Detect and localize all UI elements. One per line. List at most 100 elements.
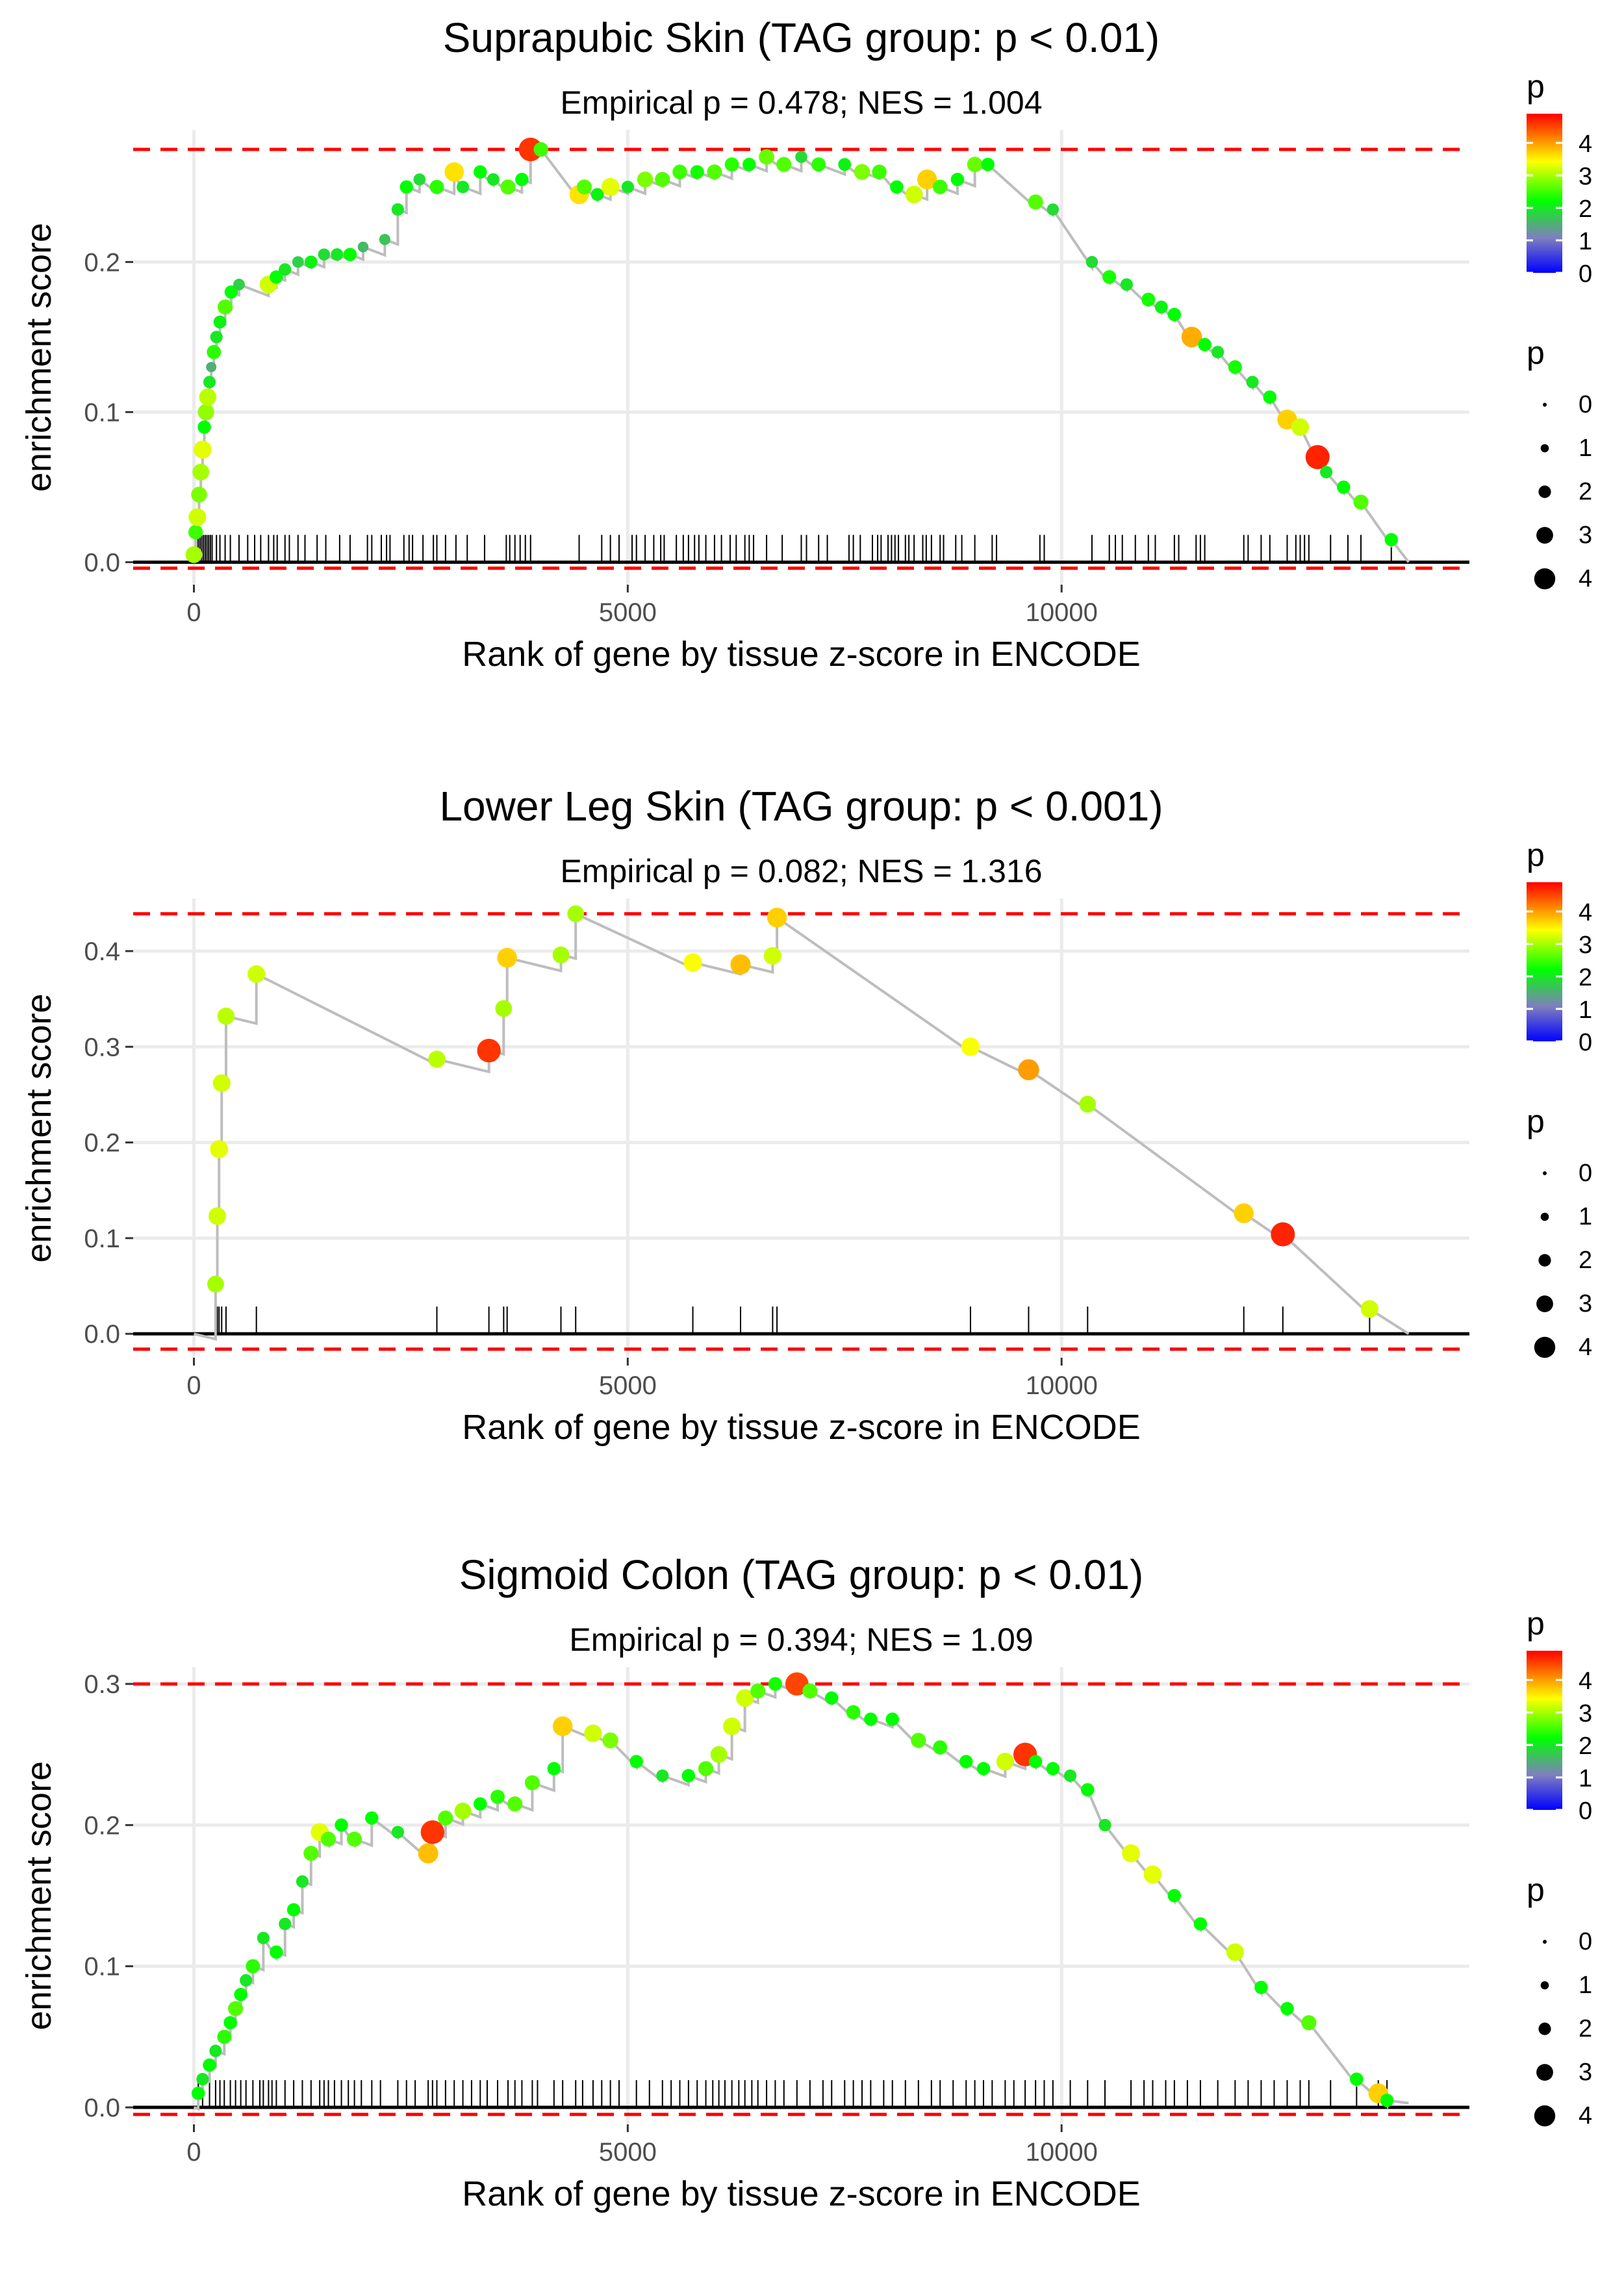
x-axis-label: Rank of gene by tissue z-score in ENCODE (462, 635, 1140, 674)
data-point (343, 248, 357, 262)
data-point (518, 137, 542, 162)
chart-subtitle: Empirical p = 0.394; NES = 1.09 (569, 1622, 1033, 1658)
y-tick-label: 0.2 (84, 1129, 120, 1158)
data-point (724, 157, 739, 172)
data-point (838, 158, 852, 172)
data-point (197, 420, 211, 434)
data-point (933, 1740, 948, 1755)
data-point (524, 1775, 540, 1790)
data-point (515, 172, 529, 186)
gridlines (133, 1667, 1469, 2124)
data-point (428, 1050, 446, 1068)
data-point (1271, 1222, 1295, 1247)
data-point (1320, 466, 1333, 479)
colorbar-label: 4 (1579, 1668, 1592, 1695)
data-point (192, 463, 210, 481)
data-point (905, 185, 923, 203)
chart-panel-3: Sigmoid Colon (TAG group: p < 0.01) Empir… (19, 1551, 1592, 2213)
data-point (552, 1716, 573, 1736)
data-point (742, 157, 756, 172)
data-point (474, 1797, 487, 1811)
data-point (1226, 1943, 1244, 1961)
data-point (750, 1683, 766, 1699)
y-tick-label: 0.1 (84, 398, 120, 427)
data-point (707, 164, 722, 180)
colorbar-label: 0 (1579, 1798, 1592, 1825)
data-point (723, 1717, 741, 1735)
y-axis-label: enrichment score (19, 993, 58, 1262)
data-point (185, 546, 203, 563)
colorbar-label: 1 (1579, 997, 1592, 1024)
points (207, 905, 1378, 1318)
data-point (507, 1796, 523, 1812)
data-point (950, 172, 965, 186)
x-tick-label: 5000 (599, 598, 657, 627)
data-point (637, 171, 653, 188)
data-point (885, 1712, 900, 1726)
x-axis-label: Rank of gene by tissue z-score in ENCODE (462, 2174, 1140, 2213)
colorbar (1527, 882, 1562, 1041)
data-point (270, 270, 283, 284)
data-point (981, 157, 995, 172)
data-point (233, 279, 245, 290)
colorbar-label: 0 (1579, 1029, 1592, 1056)
y-tick-label: 0.3 (84, 1670, 120, 1699)
colorbar-label: 3 (1579, 1700, 1592, 1727)
size-legend-label: 0 (1579, 391, 1592, 418)
data-point (444, 162, 464, 182)
data-point (768, 1677, 783, 1691)
data-point (967, 157, 983, 173)
data-point (629, 1755, 643, 1768)
data-point (1081, 1783, 1095, 1797)
x-tick-label: 5000 (599, 2138, 657, 2167)
x-tick-label: 5000 (599, 1371, 657, 1400)
data-point (270, 1945, 283, 1959)
data-point (292, 256, 304, 268)
data-point (193, 440, 212, 459)
data-point (602, 1732, 618, 1749)
data-point (824, 1691, 839, 1705)
data-point (303, 1846, 319, 1861)
data-point (1234, 1203, 1254, 1223)
data-point (418, 1843, 438, 1864)
y-tick-label: 0.3 (84, 1033, 120, 1062)
size-legend-dot (1538, 2022, 1551, 2035)
points (185, 137, 1399, 563)
chart-title: Sigmoid Colon (TAG group: p < 0.01) (459, 1551, 1144, 1598)
data-point (357, 241, 369, 253)
chart-subtitle: Empirical p = 0.082; NES = 1.316 (560, 853, 1042, 889)
data-point (996, 1753, 1014, 1771)
data-point (296, 1875, 309, 1888)
data-point (1028, 1755, 1043, 1768)
x-tick-label: 0 (186, 598, 201, 627)
data-point (802, 1683, 818, 1699)
data-point (420, 1820, 445, 1844)
data-point (1098, 1818, 1111, 1831)
chart-panel-2: Lower Leg Skin (TAG group: p < 0.001) Emp… (19, 783, 1592, 1447)
size-legend-dot (1540, 1212, 1549, 1221)
data-point (1350, 2072, 1364, 2086)
data-point (890, 180, 904, 194)
gridlines (133, 898, 1469, 1358)
size-legend-label: 3 (1579, 522, 1592, 549)
data-point (1212, 346, 1224, 359)
data-point (191, 487, 207, 503)
colorbar-label: 2 (1579, 1733, 1592, 1760)
data-point (1254, 1980, 1268, 1994)
y-axis-label: enrichment score (19, 1761, 58, 2030)
legend: p 0 1 2 3 4 p 0 1 2 3 4 (1527, 68, 1592, 592)
gridlines (133, 130, 1469, 585)
colorbar (1527, 1651, 1562, 1810)
size-legend-dot (1536, 1295, 1553, 1312)
data-point (1047, 203, 1059, 216)
data-point (212, 1074, 231, 1092)
data-point (391, 1825, 404, 1838)
data-point (318, 248, 331, 261)
size-legend-title: p (1527, 1103, 1545, 1139)
colorbar-label: 0 (1579, 261, 1592, 288)
chart-panel-1: Suprapubic Skin (TAG group: p < 0.01) Emp… (19, 14, 1592, 674)
data-point (217, 1007, 235, 1025)
data-point (228, 2001, 244, 2016)
